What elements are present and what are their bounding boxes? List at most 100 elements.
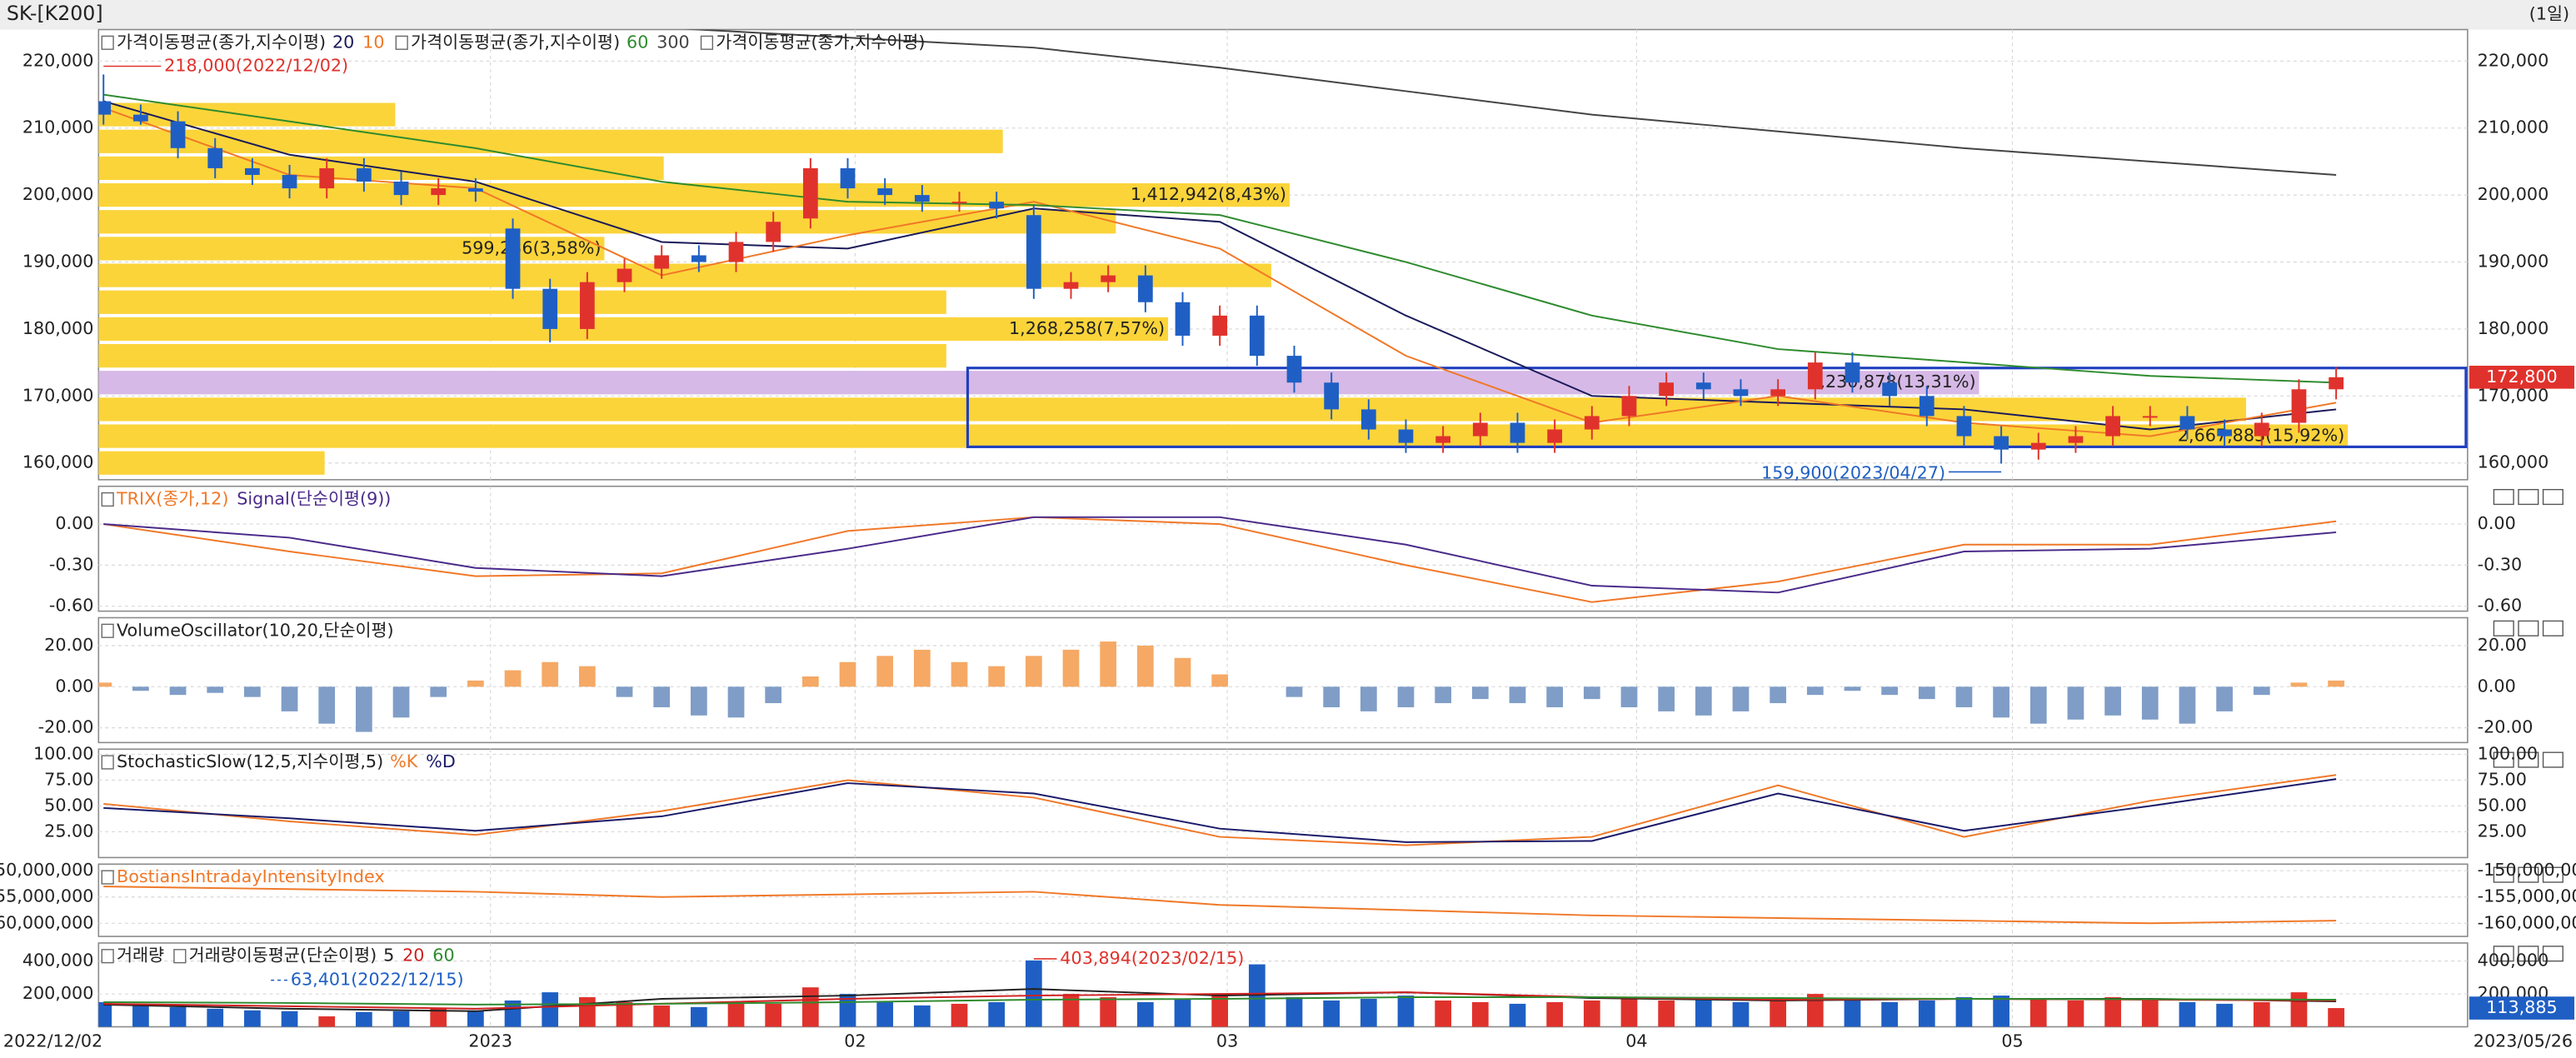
- legend-checkbox[interactable]: [101, 492, 114, 507]
- volume-bar: [542, 992, 559, 1027]
- bar: [1583, 686, 1600, 700]
- candle-body: [1212, 315, 1228, 336]
- period-label: (1일): [2529, 4, 2569, 24]
- bar: [839, 661, 856, 687]
- panel-button[interactable]: [2518, 620, 2539, 636]
- candle-body: [1584, 416, 1600, 430]
- panel-button[interactable]: [2542, 620, 2564, 636]
- panel-button[interactable]: [2493, 751, 2514, 768]
- bar: [1732, 686, 1750, 711]
- candle-body: [1286, 356, 1302, 383]
- volume-bar: [1025, 960, 1042, 1027]
- y-tick-label: -20.00: [38, 717, 94, 737]
- legend-checkbox[interactable]: [395, 35, 408, 50]
- volume-bar: [1471, 1001, 1489, 1027]
- x-tick-label: 03: [1216, 1031, 1238, 1051]
- legend-checkbox[interactable]: [101, 623, 114, 638]
- panel-button[interactable]: [2542, 751, 2564, 768]
- max-annotation: 403,894(2023/02/15): [1060, 948, 1244, 968]
- bar: [1397, 686, 1415, 707]
- marks: [98, 960, 2344, 1027]
- legend-checkbox[interactable]: [101, 35, 114, 50]
- volume-bar: [356, 1011, 372, 1027]
- panel-button[interactable]: [2542, 946, 2564, 962]
- legend-label: 가격이동평균(종가,지수이평): [411, 32, 620, 52]
- panel-button[interactable]: [2493, 866, 2514, 883]
- panel-button[interactable]: [2493, 488, 2514, 506]
- y-tick-label-right: 200,000: [2478, 184, 2549, 204]
- panel-button[interactable]: [2518, 946, 2539, 962]
- bar: [1844, 686, 1861, 691]
- chart-title: SK-[K200]: [7, 2, 103, 25]
- panel-button[interactable]: [2518, 488, 2539, 506]
- candle-body: [1249, 315, 1265, 357]
- candle-body: [1398, 429, 1414, 443]
- volume-bar: [1620, 999, 1638, 1027]
- bar: [765, 686, 782, 704]
- volume-bar: [1174, 999, 1191, 1027]
- volume-bar: [2253, 1001, 2270, 1027]
- bar: [1100, 641, 1117, 687]
- bar: [1360, 686, 1377, 711]
- bar: [1174, 657, 1191, 687]
- panel-button[interactable]: [2493, 946, 2514, 962]
- legend-checkbox[interactable]: [101, 949, 114, 964]
- bar: [1955, 686, 1973, 707]
- legend-checkbox[interactable]: [173, 949, 187, 964]
- panel-button[interactable]: [2542, 488, 2564, 506]
- bar: [169, 686, 187, 696]
- line-series: [103, 516, 2337, 603]
- candle-body: [1324, 382, 1340, 410]
- volume-bar: [1881, 1001, 1898, 1027]
- volume-bar: [801, 987, 819, 1027]
- bar: [913, 649, 931, 687]
- x-tick-label: 02: [844, 1031, 866, 1051]
- marks: 2,667,883(15,92%)2,230,878(13,31%)1,268,…: [98, 29, 2468, 475]
- marks: [98, 641, 2344, 732]
- panel-button[interactable]: [2518, 866, 2539, 883]
- y-tick-label: 100.00: [33, 743, 93, 763]
- legend-entry: 60: [432, 946, 454, 966]
- volume-bar: [1062, 994, 1080, 1027]
- candle-body: [98, 101, 112, 115]
- volume-bar: [1993, 996, 2009, 1027]
- legend-checkbox[interactable]: [101, 755, 114, 770]
- panel-button[interactable]: [2542, 866, 2564, 883]
- volume-profile-bar: [98, 290, 946, 314]
- bar: [318, 686, 336, 724]
- legend-entry: BostiansIntradayIntensityIndex: [117, 866, 385, 886]
- legend-checkbox[interactable]: [700, 35, 714, 50]
- bar: [132, 686, 149, 691]
- panel: 100.00 100.00 75.00 75.00 50.00 50.00 25.00 25.…: [33, 743, 2564, 859]
- volume-bar: [1695, 999, 1712, 1027]
- candle-body: [2291, 389, 2307, 423]
- legend-entry: 5: [383, 946, 394, 966]
- candle-body: [579, 282, 595, 329]
- y-tick-label: 20.00: [44, 635, 93, 655]
- volume-bar: [2104, 997, 2121, 1027]
- panel-button[interactable]: [2518, 751, 2539, 768]
- legend-label: 거래량이동평균(단순이평): [189, 946, 377, 966]
- bar: [281, 686, 298, 711]
- bar: [876, 656, 894, 687]
- volume-bar: [1397, 996, 1415, 1027]
- candle-body: [877, 188, 893, 196]
- bar: [1323, 686, 1340, 707]
- candle-body: [951, 202, 967, 204]
- legend-checkbox[interactable]: [101, 870, 114, 885]
- volume-bar: [1323, 1000, 1340, 1027]
- panel-button[interactable]: [2493, 620, 2514, 636]
- candle-body: [468, 188, 483, 192]
- bar: [1993, 686, 2009, 718]
- candle-body: [1175, 302, 1191, 336]
- volume-profile-bar: [98, 182, 1290, 207]
- candle-body: [2142, 416, 2158, 418]
- y-tick-label-right: -150,000,000: [2478, 860, 2576, 880]
- bar: [542, 661, 559, 687]
- bar: [1770, 686, 1786, 704]
- candle-body: [357, 167, 372, 182]
- legend-entry: 10: [362, 32, 384, 52]
- profile-label: 599,236(3,58%): [462, 237, 601, 257]
- bar: [2290, 682, 2308, 687]
